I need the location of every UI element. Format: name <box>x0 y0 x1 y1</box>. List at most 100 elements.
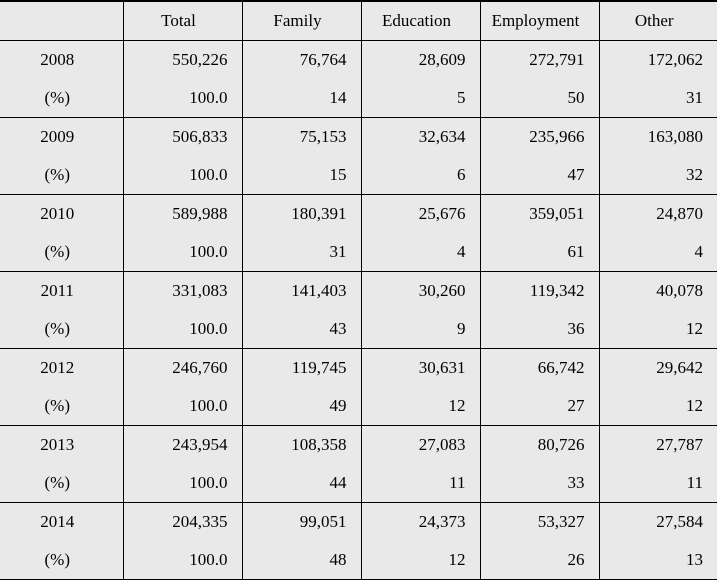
table-row: (%)100.04393612 <box>0 310 717 349</box>
cell-value: 589,988 <box>123 195 242 234</box>
cell-value: 141,403 <box>242 272 361 311</box>
cell-value: 246,760 <box>123 349 242 388</box>
row-year: 2013 <box>0 426 123 465</box>
cell-value: 40,078 <box>599 272 717 311</box>
cell-percent: 6 <box>361 156 480 195</box>
cell-percent: 50 <box>480 79 599 118</box>
cell-percent: 4 <box>599 233 717 272</box>
cell-value: 163,080 <box>599 118 717 157</box>
cell-value: 25,676 <box>361 195 480 234</box>
cell-value: 99,051 <box>242 503 361 542</box>
col-header-education: Education <box>361 1 480 41</box>
table-row: (%)100.01564732 <box>0 156 717 195</box>
cell-percent: 100.0 <box>123 79 242 118</box>
cell-percent: 100.0 <box>123 233 242 272</box>
cell-value: 359,051 <box>480 195 599 234</box>
cell-percent: 5 <box>361 79 480 118</box>
cell-percent: 36 <box>480 310 599 349</box>
table-header-row: Total Family Education Employment Other <box>0 1 717 41</box>
cell-percent: 12 <box>599 310 717 349</box>
cell-value: 80,726 <box>480 426 599 465</box>
row-percent-label: (%) <box>0 464 123 503</box>
cell-value: 235,966 <box>480 118 599 157</box>
col-header-family: Family <box>242 1 361 41</box>
cell-value: 243,954 <box>123 426 242 465</box>
cell-value: 75,153 <box>242 118 361 157</box>
col-header-employment: Employment <box>480 1 599 41</box>
cell-value: 30,260 <box>361 272 480 311</box>
cell-value: 76,764 <box>242 41 361 80</box>
cell-value: 27,083 <box>361 426 480 465</box>
cell-value: 204,335 <box>123 503 242 542</box>
cell-percent: 49 <box>242 387 361 426</box>
cell-value: 550,226 <box>123 41 242 80</box>
cell-value: 119,342 <box>480 272 599 311</box>
cell-percent: 100.0 <box>123 310 242 349</box>
table-row: (%)100.01455031 <box>0 79 717 118</box>
data-table: Total Family Education Employment Other … <box>0 0 717 580</box>
cell-value: 29,642 <box>599 349 717 388</box>
cell-value: 28,609 <box>361 41 480 80</box>
row-year: 2009 <box>0 118 123 157</box>
cell-percent: 12 <box>599 387 717 426</box>
cell-value: 119,745 <box>242 349 361 388</box>
row-percent-label: (%) <box>0 79 123 118</box>
table-row: (%)100.048122613 <box>0 541 717 580</box>
cell-percent: 15 <box>242 156 361 195</box>
cell-percent: 100.0 <box>123 156 242 195</box>
row-percent-label: (%) <box>0 387 123 426</box>
cell-percent: 31 <box>242 233 361 272</box>
row-percent-label: (%) <box>0 310 123 349</box>
table-row: 2012246,760119,74530,63166,74229,642 <box>0 349 717 388</box>
cell-percent: 47 <box>480 156 599 195</box>
cell-percent: 43 <box>242 310 361 349</box>
cell-value: 53,327 <box>480 503 599 542</box>
cell-percent: 100.0 <box>123 464 242 503</box>
col-header-blank <box>0 1 123 41</box>
table-body: 2008550,22676,76428,609272,791172,062(%)… <box>0 41 717 580</box>
cell-value: 27,584 <box>599 503 717 542</box>
cell-percent: 100.0 <box>123 541 242 580</box>
row-percent-label: (%) <box>0 541 123 580</box>
table-row: 2009506,83375,15332,634235,966163,080 <box>0 118 717 157</box>
cell-value: 27,787 <box>599 426 717 465</box>
cell-percent: 32 <box>599 156 717 195</box>
table-row: 2014204,33599,05124,37353,32727,584 <box>0 503 717 542</box>
cell-percent: 33 <box>480 464 599 503</box>
cell-percent: 11 <box>361 464 480 503</box>
table-row: 2013243,954108,35827,08380,72627,787 <box>0 426 717 465</box>
table-row: (%)100.0314614 <box>0 233 717 272</box>
cell-value: 331,083 <box>123 272 242 311</box>
row-percent-label: (%) <box>0 233 123 272</box>
cell-percent: 12 <box>361 541 480 580</box>
col-header-total: Total <box>123 1 242 41</box>
cell-value: 24,373 <box>361 503 480 542</box>
cell-percent: 48 <box>242 541 361 580</box>
table-row: 2010589,988180,39125,676359,05124,870 <box>0 195 717 234</box>
row-percent-label: (%) <box>0 156 123 195</box>
cell-percent: 100.0 <box>123 387 242 426</box>
cell-value: 32,634 <box>361 118 480 157</box>
cell-value: 172,062 <box>599 41 717 80</box>
table-row: (%)100.044113311 <box>0 464 717 503</box>
cell-percent: 9 <box>361 310 480 349</box>
cell-value: 272,791 <box>480 41 599 80</box>
cell-value: 30,631 <box>361 349 480 388</box>
cell-percent: 44 <box>242 464 361 503</box>
cell-percent: 31 <box>599 79 717 118</box>
row-year: 2008 <box>0 41 123 80</box>
col-header-other: Other <box>599 1 717 41</box>
table-container: Total Family Education Employment Other … <box>0 0 717 580</box>
cell-value: 108,358 <box>242 426 361 465</box>
cell-value: 506,833 <box>123 118 242 157</box>
row-year: 2010 <box>0 195 123 234</box>
row-year: 2011 <box>0 272 123 311</box>
cell-percent: 12 <box>361 387 480 426</box>
row-year: 2012 <box>0 349 123 388</box>
cell-percent: 27 <box>480 387 599 426</box>
cell-percent: 26 <box>480 541 599 580</box>
table-row: 2008550,22676,76428,609272,791172,062 <box>0 41 717 80</box>
cell-value: 66,742 <box>480 349 599 388</box>
cell-percent: 13 <box>599 541 717 580</box>
cell-value: 180,391 <box>242 195 361 234</box>
